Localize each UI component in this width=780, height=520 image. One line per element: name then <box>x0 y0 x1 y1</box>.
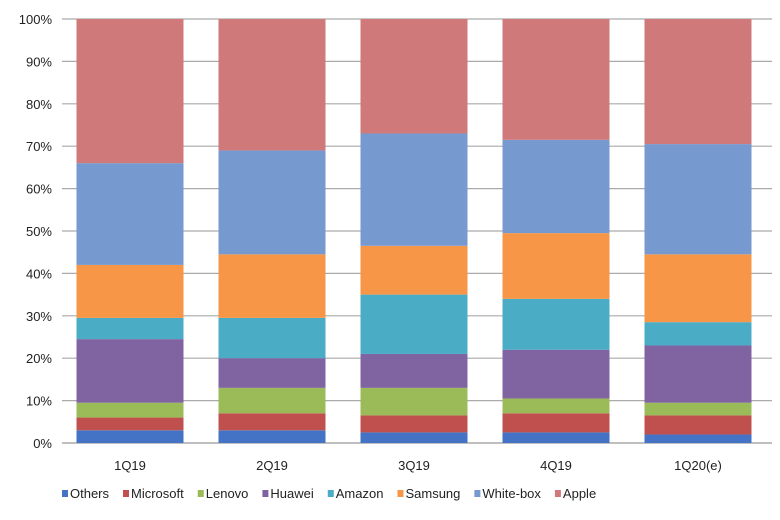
legend: Others Microsoft Lenovo Huawei Amazon Samsung… <box>62 486 596 501</box>
bar-segment-samsung <box>76 264 184 318</box>
bar-segment-lenovo <box>76 402 184 418</box>
x-tick-label: 1Q20(e) <box>674 458 722 473</box>
bar-segment-others <box>218 430 326 443</box>
bar-segment-lenovo <box>644 402 752 416</box>
bar-segment-microsoft <box>644 415 752 435</box>
bar-segment-samsung <box>360 245 468 295</box>
y-tick-label: 50% <box>26 224 52 239</box>
legend-swatch <box>397 490 404 497</box>
legend-swatch <box>554 490 561 497</box>
legend-label: Microsoft <box>131 486 184 501</box>
bar-segment-apple <box>360 19 468 134</box>
legend-swatch <box>123 490 130 497</box>
y-tick-label: 70% <box>26 139 52 154</box>
legend-swatch <box>62 490 68 497</box>
y-tick-label: 40% <box>26 266 52 281</box>
y-tick-label: 30% <box>26 309 52 324</box>
bar-segment-others <box>502 432 610 443</box>
bar-segment-amazon <box>360 294 468 354</box>
bar-segment-microsoft <box>502 413 610 433</box>
legend-label: White-box <box>482 486 541 501</box>
bar-segment-microsoft <box>76 417 184 431</box>
x-axis-ticks: 1Q19 2Q19 3Q19 4Q19 1Q20(e) <box>114 458 722 473</box>
bar-segment-huawei <box>644 345 752 403</box>
bar-segment-apple <box>502 19 610 140</box>
bar-segment-white-box <box>644 144 752 255</box>
legend-swatch <box>327 490 334 497</box>
bar-segment-white-box <box>218 150 326 255</box>
bar-segment-amazon <box>218 317 326 359</box>
bar-segment-huawei <box>218 358 326 388</box>
x-tick-label: 3Q19 <box>398 458 430 473</box>
bar-segment-white-box <box>502 139 610 234</box>
y-tick-label: 100% <box>19 12 53 27</box>
legend-label: Others <box>70 486 110 501</box>
bar-segment-amazon <box>644 322 752 346</box>
bar-segment-samsung <box>218 254 326 318</box>
bar-segment-lenovo <box>218 387 326 414</box>
bar-segment-samsung <box>502 233 610 299</box>
x-tick-label: 1Q19 <box>114 458 146 473</box>
bar-segment-others <box>644 434 752 443</box>
bar-segment-microsoft <box>218 413 326 431</box>
bar-segment-microsoft <box>360 415 468 433</box>
legend-label: Amazon <box>336 486 384 501</box>
bar-segment-amazon <box>76 317 184 340</box>
y-tick-label: 20% <box>26 351 52 366</box>
bar-segment-huawei <box>502 349 610 399</box>
y-tick-label: 90% <box>26 54 52 69</box>
legend-label: Apple <box>563 486 596 501</box>
bars <box>76 19 752 443</box>
bar-segment-apple <box>644 19 752 145</box>
bar-segment-others <box>360 432 468 443</box>
legend-label: Lenovo <box>206 486 249 501</box>
x-tick-label: 2Q19 <box>256 458 288 473</box>
y-tick-label: 80% <box>26 97 52 112</box>
y-tick-label: 10% <box>26 394 52 409</box>
legend-label: Samsung <box>405 486 460 501</box>
bar-segment-lenovo <box>502 398 610 414</box>
legend-label: Huawei <box>270 486 313 501</box>
y-tick-label: 0% <box>33 436 52 451</box>
bar-segment-lenovo <box>360 387 468 416</box>
bar-segment-white-box <box>360 133 468 246</box>
bar-segment-white-box <box>76 163 184 265</box>
bar-segment-apple <box>76 19 184 164</box>
bar-segment-others <box>76 430 184 443</box>
bar-segment-huawei <box>76 339 184 403</box>
x-tick-label: 4Q19 <box>540 458 572 473</box>
bar-segment-apple <box>218 19 326 151</box>
bar-segment-huawei <box>360 353 468 388</box>
bar-segment-samsung <box>644 254 752 323</box>
legend-swatch <box>474 490 481 497</box>
legend-swatch <box>262 490 269 497</box>
y-tick-label: 60% <box>26 182 52 197</box>
y-axis-ticks: 0% 10% 20% 30% 40% 50% 60% 70% 80% 90% 100% <box>19 12 53 451</box>
legend-swatch <box>197 490 204 497</box>
bar-segment-amazon <box>502 298 610 350</box>
